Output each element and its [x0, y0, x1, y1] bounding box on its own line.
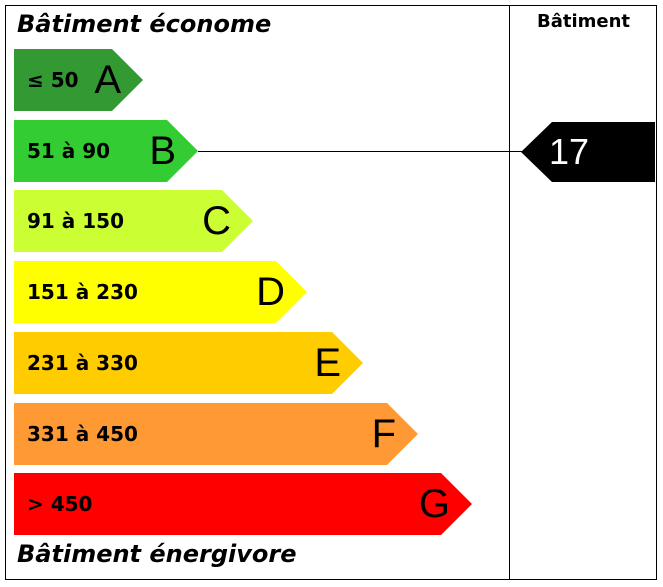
band-a-range: ≤ 50: [27, 68, 79, 92]
band-b-range: 51 à 90: [27, 139, 111, 163]
column-divider: [509, 5, 510, 580]
rating-frame: [5, 5, 657, 580]
band-g-range: > 450: [27, 492, 93, 516]
pointer-line: [198, 151, 522, 152]
band-a-letter: A: [94, 58, 121, 102]
current-value-badge: 17: [521, 122, 655, 182]
band-e: 231 à 330 E: [14, 332, 363, 394]
band-d-range: 151 à 230: [27, 280, 138, 304]
band-f-range: 331 à 450: [27, 422, 138, 446]
band-f-letter: F: [371, 412, 396, 456]
band-e-letter: E: [314, 341, 341, 385]
band-c: 91 à 150 C: [14, 190, 253, 252]
band-d: 151 à 230 D: [14, 261, 307, 323]
column-header: Bâtiment: [536, 11, 631, 32]
band-g: > 450 G: [14, 473, 472, 535]
band-c-range: 91 à 150: [27, 209, 125, 233]
inefficient-label: Bâtiment énergivore: [17, 540, 297, 568]
band-e-range: 231 à 330: [27, 351, 138, 375]
band-a: ≤ 50 A: [14, 49, 143, 111]
efficient-label: Bâtiment économe: [17, 10, 272, 38]
band-g-letter: G: [418, 482, 450, 526]
band-f: 331 à 450 F: [14, 403, 418, 465]
band-b: 51 à 90 B: [14, 120, 198, 182]
band-d-letter: D: [256, 270, 285, 314]
band-c-letter: C: [202, 199, 231, 243]
current-value: 17: [549, 131, 590, 172]
band-b-letter: B: [149, 129, 176, 173]
